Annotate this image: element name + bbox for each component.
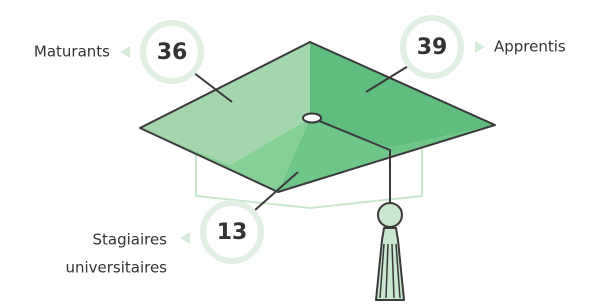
arrow [180,232,190,244]
label: Stagiaires [92,231,167,249]
arrow [475,41,485,53]
infographic: 36 39 13 Maturants Apprentis Stagiaires … [0,0,594,308]
label: Maturants [34,43,110,61]
cap-button [303,114,321,123]
arrow [120,46,130,58]
value: 36 [157,40,188,65]
tassel-knot [378,203,402,227]
label: universitaires [65,259,167,277]
value: 13 [217,220,248,245]
value: 39 [417,35,448,60]
label: Apprentis [494,38,566,56]
